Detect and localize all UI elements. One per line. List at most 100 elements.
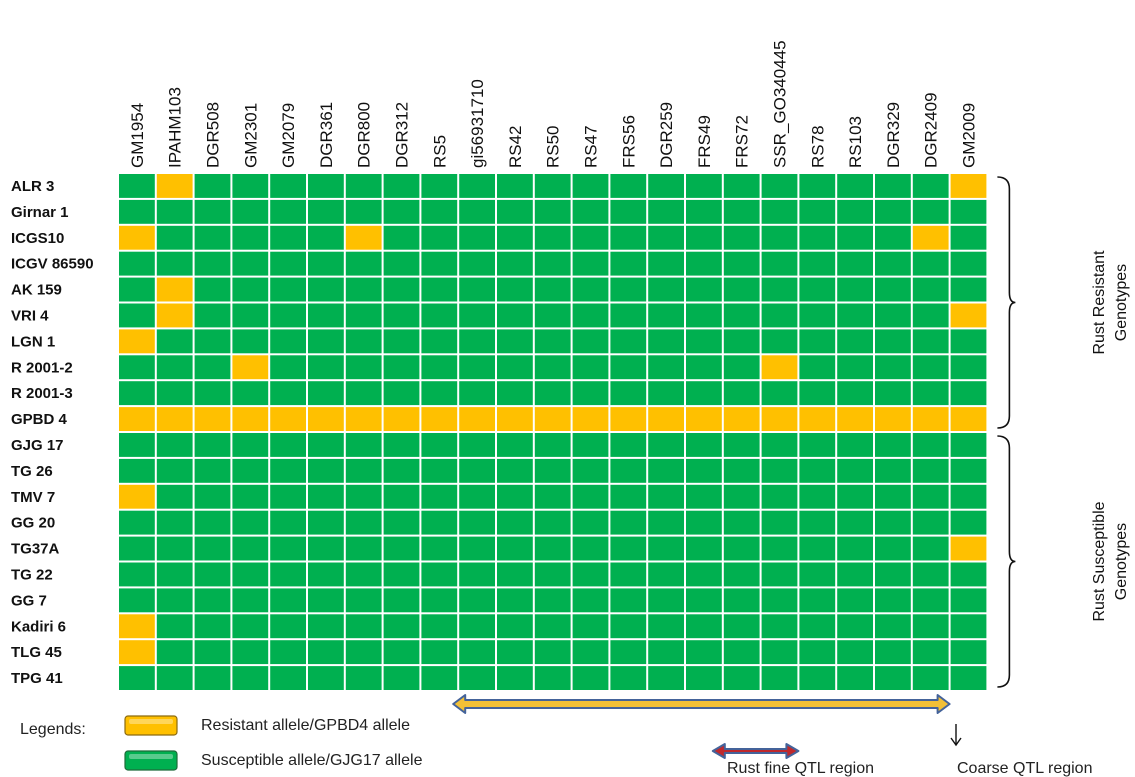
genotype-label: LGN 1 [11,333,55,350]
legend: Legends: Resistant allele/GPBD4 allele Sus… [20,715,423,771]
susceptible-cell [421,303,458,328]
susceptible-cell [572,510,609,535]
coarse-qtl-label: Coarse QTL region [957,760,1092,777]
resistant-cell [119,614,155,639]
susceptible-cell [723,640,760,665]
susceptible-cell [345,355,382,380]
susceptible-cell [421,562,458,587]
resistant-cell [119,407,155,431]
susceptible-cell [761,174,798,198]
susceptible-cell [232,640,269,665]
susceptible-cell [459,562,495,587]
susceptible-cell [648,458,684,483]
susceptible-cell [799,484,836,509]
susceptible-cell [497,588,533,613]
susceptible-cell [648,277,684,302]
susceptible-cell [761,614,798,639]
susceptible-cell [572,458,609,483]
susceptible-cell [383,666,420,690]
susceptible-cell [156,458,193,483]
susceptible-cell [761,199,798,224]
susceptible-cell [194,433,231,457]
susceptible-cell [799,174,836,198]
genotype-label: ICGV 86590 [11,256,94,273]
susceptible-cell [270,355,306,380]
susceptible-cell [459,174,495,198]
susceptible-cell [875,536,911,561]
susceptible-cell [610,640,647,665]
susceptible-cell [799,433,836,457]
resistant-cell [232,355,269,380]
susceptible-cell [232,199,269,224]
susceptible-cell [497,640,533,665]
marker-label: RS47 [582,125,601,168]
susceptible-cell [648,614,684,639]
susceptible-cell [232,433,269,457]
genotype-label: Girnar 1 [11,204,69,221]
susceptible-cell [723,458,760,483]
qtl-regions: Rust fine QTL region Coarse QTL region [452,694,1092,777]
susceptible-cell [912,562,949,587]
legend-label: Susceptible allele/GJG17 allele [201,752,423,769]
susceptible-cell [912,640,949,665]
susceptible-cell [421,329,458,354]
susceptible-cell [950,588,987,613]
susceptible-cell [308,588,344,613]
marker-label: GM2079 [279,103,298,168]
susceptible-cell [156,666,193,690]
susceptible-cell [799,225,836,250]
susceptible-cell [875,510,911,535]
susceptible-cell [799,277,836,302]
susceptible-cell [534,666,571,690]
susceptible-cell [308,251,344,276]
susceptible-cell [308,666,344,690]
susceptible-cell [232,614,269,639]
marker-label: RS50 [544,125,563,168]
marker-label: RS78 [808,125,827,168]
susceptible-cell [837,303,873,328]
susceptible-cell [761,484,798,509]
susceptible-cell [610,329,647,354]
susceptible-cell [232,303,269,328]
susceptible-cell [194,536,231,561]
susceptible-cell [610,277,647,302]
susceptible-cell [837,225,873,250]
genotype-label: TPG 41 [11,670,63,687]
susceptible-cell [686,381,722,406]
resistant-cell [950,303,987,328]
susceptible-cell [837,484,873,509]
susceptible-cell [610,484,647,509]
susceptible-cell [459,614,495,639]
susceptible-cell [308,174,344,198]
susceptible-cell [156,510,193,535]
susceptible-cell [194,174,231,198]
susceptible-cell [119,355,155,380]
susceptible-cell [837,381,873,406]
susceptible-cell [421,640,458,665]
susceptible-cell [686,666,722,690]
susceptible-cell [837,199,873,224]
susceptible-cell [534,458,571,483]
susceptible-cell [119,588,155,613]
susceptible-cell [723,614,760,639]
susceptible-cell [308,381,344,406]
susceptible-cell [686,199,722,224]
susceptible-cell [761,277,798,302]
susceptible-cell [383,199,420,224]
susceptible-cell [345,614,382,639]
susceptible-cell [648,251,684,276]
susceptible-cell [761,510,798,535]
susceptible-cell [686,251,722,276]
susceptible-cell [383,640,420,665]
susceptible-cell [950,510,987,535]
susceptible-cell [421,614,458,639]
susceptible-cell [610,458,647,483]
susceptible-cell [119,536,155,561]
genotype-label: GG 7 [11,592,47,609]
susceptible-cell [686,510,722,535]
susceptible-cell [308,536,344,561]
susceptible-cell [761,640,798,665]
susceptible-cell [383,303,420,328]
susceptible-cell [270,510,306,535]
susceptible-cell [572,588,609,613]
